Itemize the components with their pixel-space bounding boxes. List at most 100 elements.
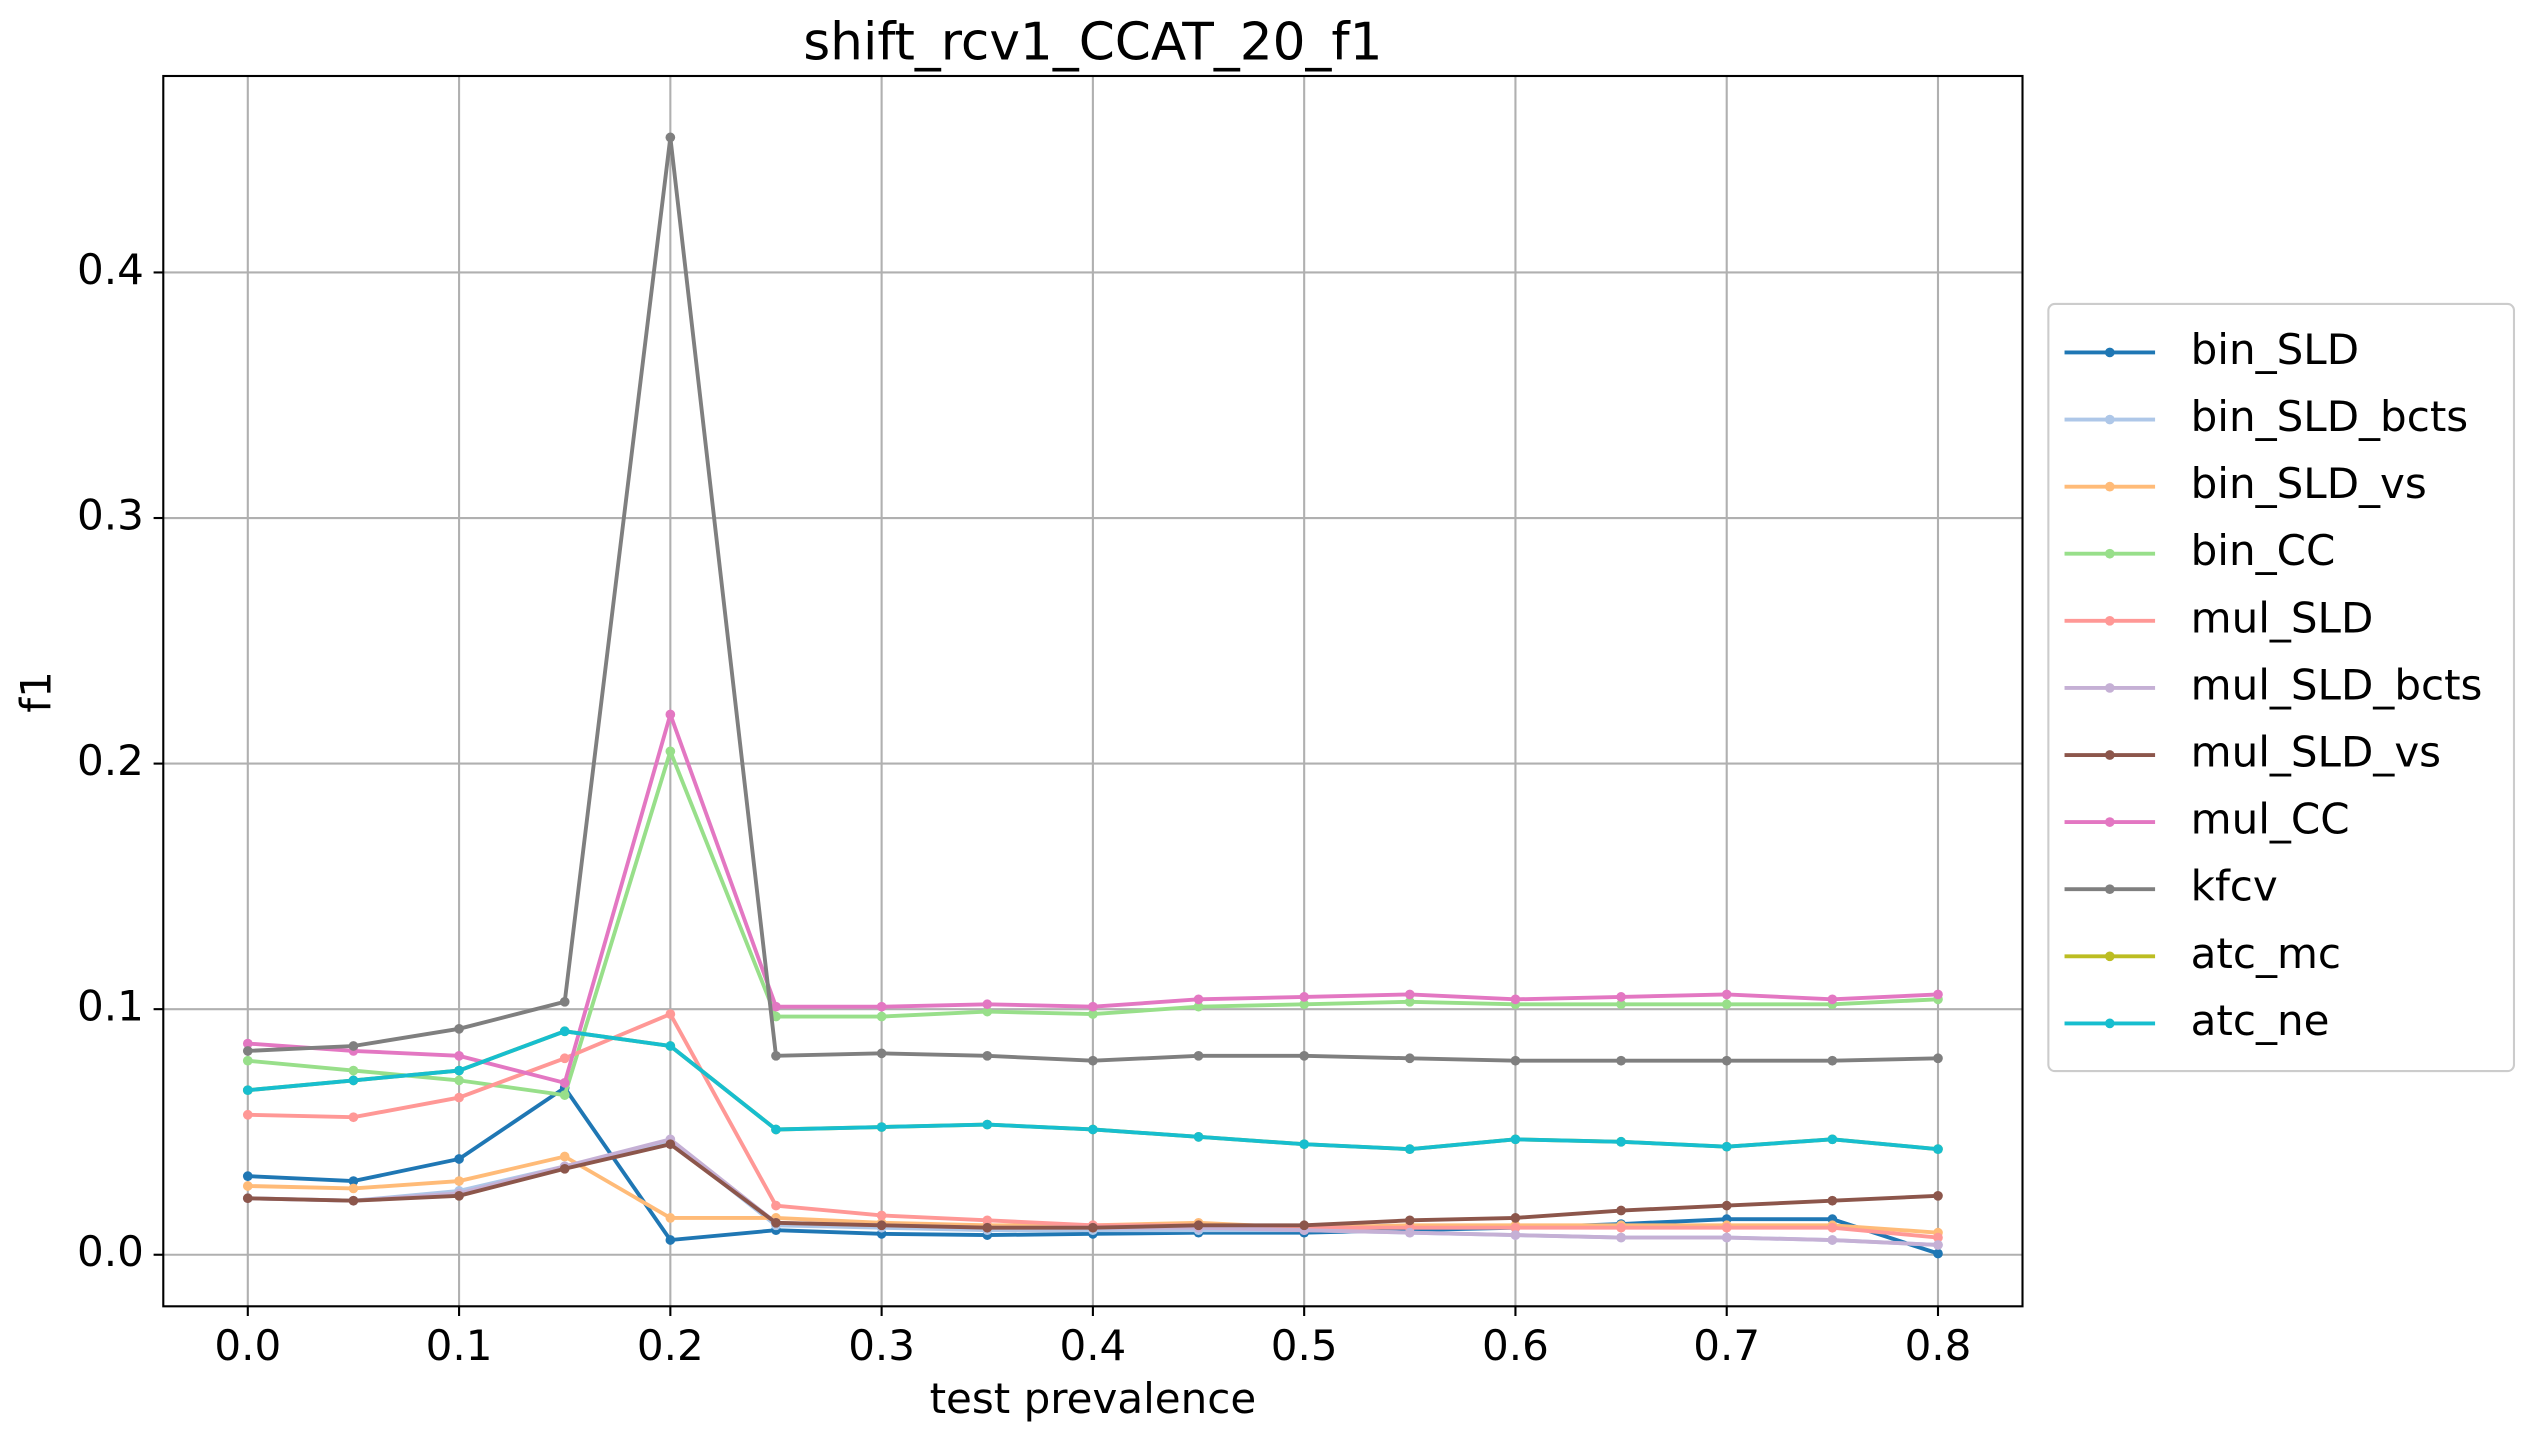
- marker: [242, 1046, 253, 1056]
- marker: [454, 1023, 464, 1034]
- marker: [348, 1176, 359, 1186]
- marker: [454, 1075, 464, 1086]
- marker: [1510, 1213, 1521, 1223]
- marker: [665, 1235, 676, 1245]
- marker: [876, 1210, 887, 1221]
- marker: [1193, 1050, 1204, 1061]
- marker: [242, 1038, 253, 1049]
- marker: [1721, 1232, 1732, 1243]
- marker: [1299, 999, 1310, 1010]
- legend-label: atc_ne: [2191, 996, 2330, 1045]
- marker: [982, 1215, 993, 1226]
- marker: [771, 1217, 781, 1228]
- y-tick-label: 0.0: [77, 1227, 144, 1276]
- y-tick-label: 0.2: [77, 736, 144, 785]
- marker: [454, 1154, 464, 1164]
- marker: [1827, 1222, 1838, 1233]
- marker: [559, 1026, 570, 1037]
- x-tick-label: 0.8: [1905, 1321, 1972, 1370]
- legend-marker: [2104, 951, 2115, 962]
- marker: [1721, 1141, 1732, 1152]
- marker: [559, 1090, 570, 1100]
- marker: [1193, 1220, 1204, 1231]
- marker: [982, 999, 993, 1010]
- marker: [771, 1200, 781, 1211]
- x-tick-label: 0.5: [1271, 1321, 1338, 1370]
- marker: [1616, 1136, 1626, 1147]
- marker: [242, 1171, 253, 1182]
- marker: [454, 1050, 464, 1061]
- marker: [1933, 1248, 1943, 1259]
- marker: [771, 1001, 781, 1012]
- marker: [1933, 1053, 1943, 1064]
- marker: [454, 1190, 464, 1201]
- marker: [1510, 1222, 1521, 1233]
- marker: [1510, 1230, 1521, 1240]
- marker: [348, 1183, 359, 1194]
- x-tick-label: 0.4: [1059, 1321, 1126, 1370]
- marker: [1721, 1222, 1732, 1233]
- marker: [665, 746, 676, 757]
- marker: [876, 1220, 887, 1231]
- marker: [1721, 1200, 1732, 1211]
- marker: [1933, 989, 1943, 1000]
- marker: [771, 1050, 781, 1061]
- marker: [348, 1112, 359, 1123]
- marker: [1299, 1220, 1310, 1231]
- marker: [1088, 1222, 1098, 1233]
- legend-box: [2047, 302, 2516, 1073]
- marker: [1933, 1232, 1943, 1243]
- legend-marker: [2104, 1018, 2115, 1029]
- marker: [1827, 1235, 1838, 1245]
- marker: [348, 1065, 359, 1076]
- marker: [348, 1041, 359, 1051]
- legend-marker: [2104, 884, 2115, 895]
- legend-label: mul_CC: [2191, 795, 2350, 844]
- marker: [1299, 1050, 1310, 1061]
- marker: [242, 1055, 253, 1066]
- x-axis-label: test prevalence: [930, 1374, 1257, 1423]
- marker: [1616, 992, 1626, 1002]
- marker: [665, 1041, 676, 1051]
- y-tick-label: 0.4: [77, 245, 144, 294]
- x-tick-label: 0.3: [848, 1321, 915, 1370]
- marker: [1510, 994, 1521, 1005]
- marker: [1510, 1055, 1521, 1066]
- marker: [876, 1122, 887, 1132]
- marker: [1404, 1227, 1415, 1238]
- marker: [1404, 1215, 1415, 1226]
- marker: [876, 1001, 887, 1012]
- marker: [771, 1124, 781, 1135]
- marker: [1088, 1009, 1098, 1019]
- marker: [1721, 1055, 1732, 1066]
- marker: [1827, 1055, 1838, 1066]
- marker: [1404, 996, 1415, 1007]
- marker: [1088, 1055, 1098, 1066]
- marker: [1088, 1124, 1098, 1135]
- x-tick-label: 0.0: [214, 1321, 281, 1370]
- marker: [1299, 992, 1310, 1002]
- legend-label: bin_CC: [2191, 526, 2336, 575]
- marker: [454, 1176, 464, 1186]
- marker: [665, 1213, 676, 1223]
- marker: [982, 1119, 993, 1130]
- marker: [1827, 994, 1838, 1005]
- marker: [982, 1006, 993, 1017]
- legend-label: bin_SLD: [2191, 325, 2359, 374]
- marker: [454, 1065, 464, 1076]
- marker: [559, 996, 570, 1007]
- marker: [665, 1139, 676, 1150]
- marker: [559, 1053, 570, 1064]
- x-tick-label: 0.6: [1482, 1321, 1549, 1370]
- legend-marker: [2104, 615, 2115, 626]
- marker: [242, 1085, 253, 1096]
- x-tick-label: 0.2: [637, 1321, 704, 1370]
- marker: [1404, 1144, 1415, 1154]
- legend-label: mul_SLD_bcts: [2191, 660, 2483, 709]
- x-tick-label: 0.7: [1693, 1321, 1760, 1370]
- marker: [348, 1075, 359, 1086]
- plot-frame: [162, 74, 2024, 1308]
- marker: [982, 1050, 993, 1061]
- marker: [559, 1163, 570, 1174]
